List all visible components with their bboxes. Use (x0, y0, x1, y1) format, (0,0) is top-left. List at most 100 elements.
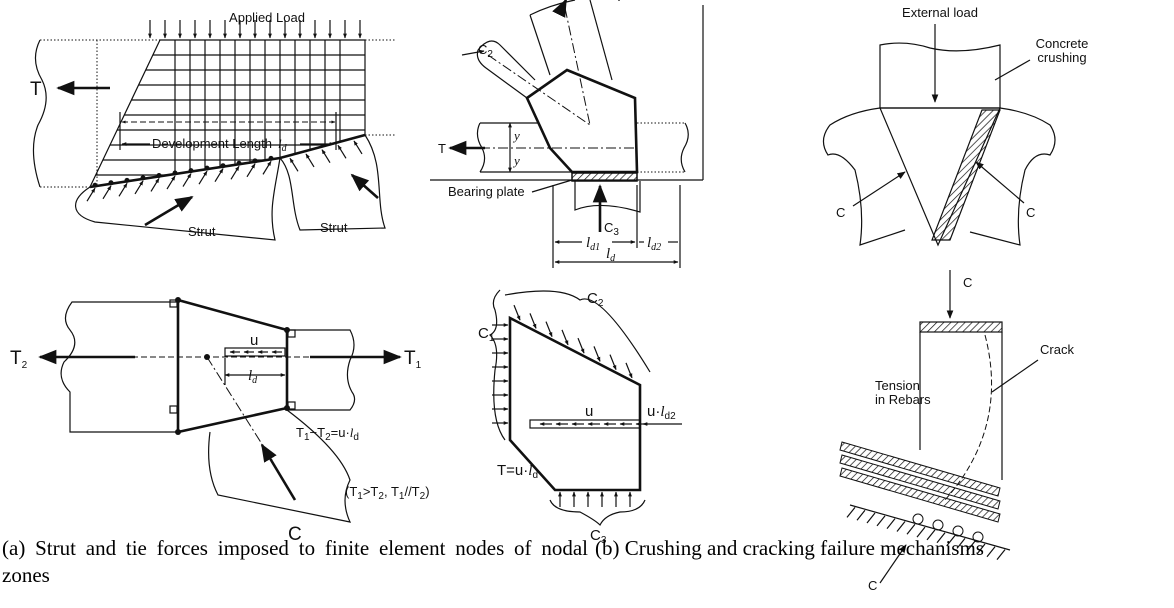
shape (262, 445, 295, 500)
arrow (167, 176, 175, 189)
node (189, 168, 194, 173)
node (157, 173, 162, 178)
label-part: Development Length (152, 136, 272, 151)
shape (175, 429, 181, 435)
label: Tensionin Rebars (875, 378, 931, 407)
ground-hatch (877, 516, 885, 526)
label-part: C (604, 220, 613, 235)
arrow (306, 154, 314, 167)
shape (992, 360, 1038, 392)
label-part: T (10, 348, 22, 369)
label-part: d2 (665, 411, 677, 422)
shape (550, 500, 645, 525)
shape (284, 327, 290, 333)
label: C1 (478, 325, 495, 344)
caption: (b) Crushing and cracking failure mechan… (595, 535, 1172, 562)
label-part: 2 (487, 49, 493, 60)
label-part: 3 (613, 227, 619, 238)
arrow (247, 164, 255, 177)
shape (575, 181, 640, 212)
label-part: =u· (331, 425, 350, 440)
arrow (231, 166, 239, 179)
node (221, 163, 226, 168)
shape (572, 173, 637, 181)
label: Strut (188, 224, 216, 239)
label-part: d (532, 470, 538, 481)
shape (175, 297, 181, 303)
label: Crack (1040, 342, 1074, 357)
label: C (836, 205, 845, 220)
label: C (963, 275, 972, 290)
node (253, 158, 258, 163)
caption: (a) Strut and tie forces imposed to fini… (2, 535, 588, 589)
label: y (512, 128, 520, 143)
label-part: Concrete (1036, 36, 1089, 51)
ground-hatch (897, 521, 905, 531)
label-part: in Rebars (875, 392, 931, 407)
arrow (322, 150, 330, 163)
label: T1 (404, 348, 422, 371)
arrow (626, 363, 632, 378)
label: C (1026, 205, 1035, 220)
shape (207, 357, 272, 460)
label-part: C (478, 325, 489, 342)
shape (145, 197, 192, 225)
arrow (215, 169, 223, 182)
label: y (512, 153, 520, 168)
label: ld (248, 368, 258, 386)
shape (352, 175, 378, 198)
shape (61, 302, 178, 432)
label-part: 2 (598, 298, 604, 309)
node (269, 156, 274, 161)
label-part: C (587, 290, 598, 307)
shape (76, 158, 280, 240)
label-part: //T (404, 484, 419, 499)
arrow (183, 174, 191, 187)
label: C2 (587, 290, 604, 309)
shape (280, 135, 385, 230)
ground-hatch (907, 524, 915, 534)
shape (287, 330, 355, 410)
node (173, 171, 178, 176)
label-part: 1 (489, 333, 495, 344)
node (93, 183, 98, 188)
label: C3 (604, 220, 619, 238)
label: T1−T2=u·ld (296, 425, 359, 443)
label-part: (T (345, 484, 357, 499)
label-part: 2 (22, 360, 28, 371)
shape (880, 43, 1000, 108)
shape (932, 110, 1000, 240)
arrow (151, 178, 159, 191)
arrow (514, 305, 520, 320)
arrow (135, 181, 143, 194)
figure: Applied Load T Development Lengthld Stru… (0, 0, 1174, 608)
shape (490, 290, 505, 440)
shape (33, 40, 46, 187)
label-part: 1 (416, 360, 422, 371)
shape (505, 291, 650, 372)
label-part: d (252, 375, 258, 386)
label-part: d2 (651, 242, 661, 253)
arrow (119, 183, 127, 196)
label: Strut (320, 220, 348, 235)
label-part: crushing (1037, 50, 1086, 65)
label: Bearing plate (448, 184, 525, 199)
shape (178, 300, 287, 432)
arrow (546, 322, 552, 337)
label-part: ) (425, 484, 429, 499)
label: T=u·ld (497, 462, 538, 481)
label-part: T=u· (497, 462, 528, 479)
panel-a: Applied Load T Development Lengthld Stru… (30, 10, 395, 240)
label: (T1>T2, T1//T2) (345, 484, 430, 502)
arrow (578, 338, 584, 353)
shape (209, 410, 350, 522)
label-part: −T (310, 425, 326, 440)
label-part: C (478, 42, 487, 57)
label: External load (902, 5, 978, 20)
node (141, 175, 146, 180)
arrow (87, 188, 95, 201)
arrow (103, 186, 111, 199)
shape (681, 123, 688, 172)
label-part: Tension (875, 378, 920, 393)
